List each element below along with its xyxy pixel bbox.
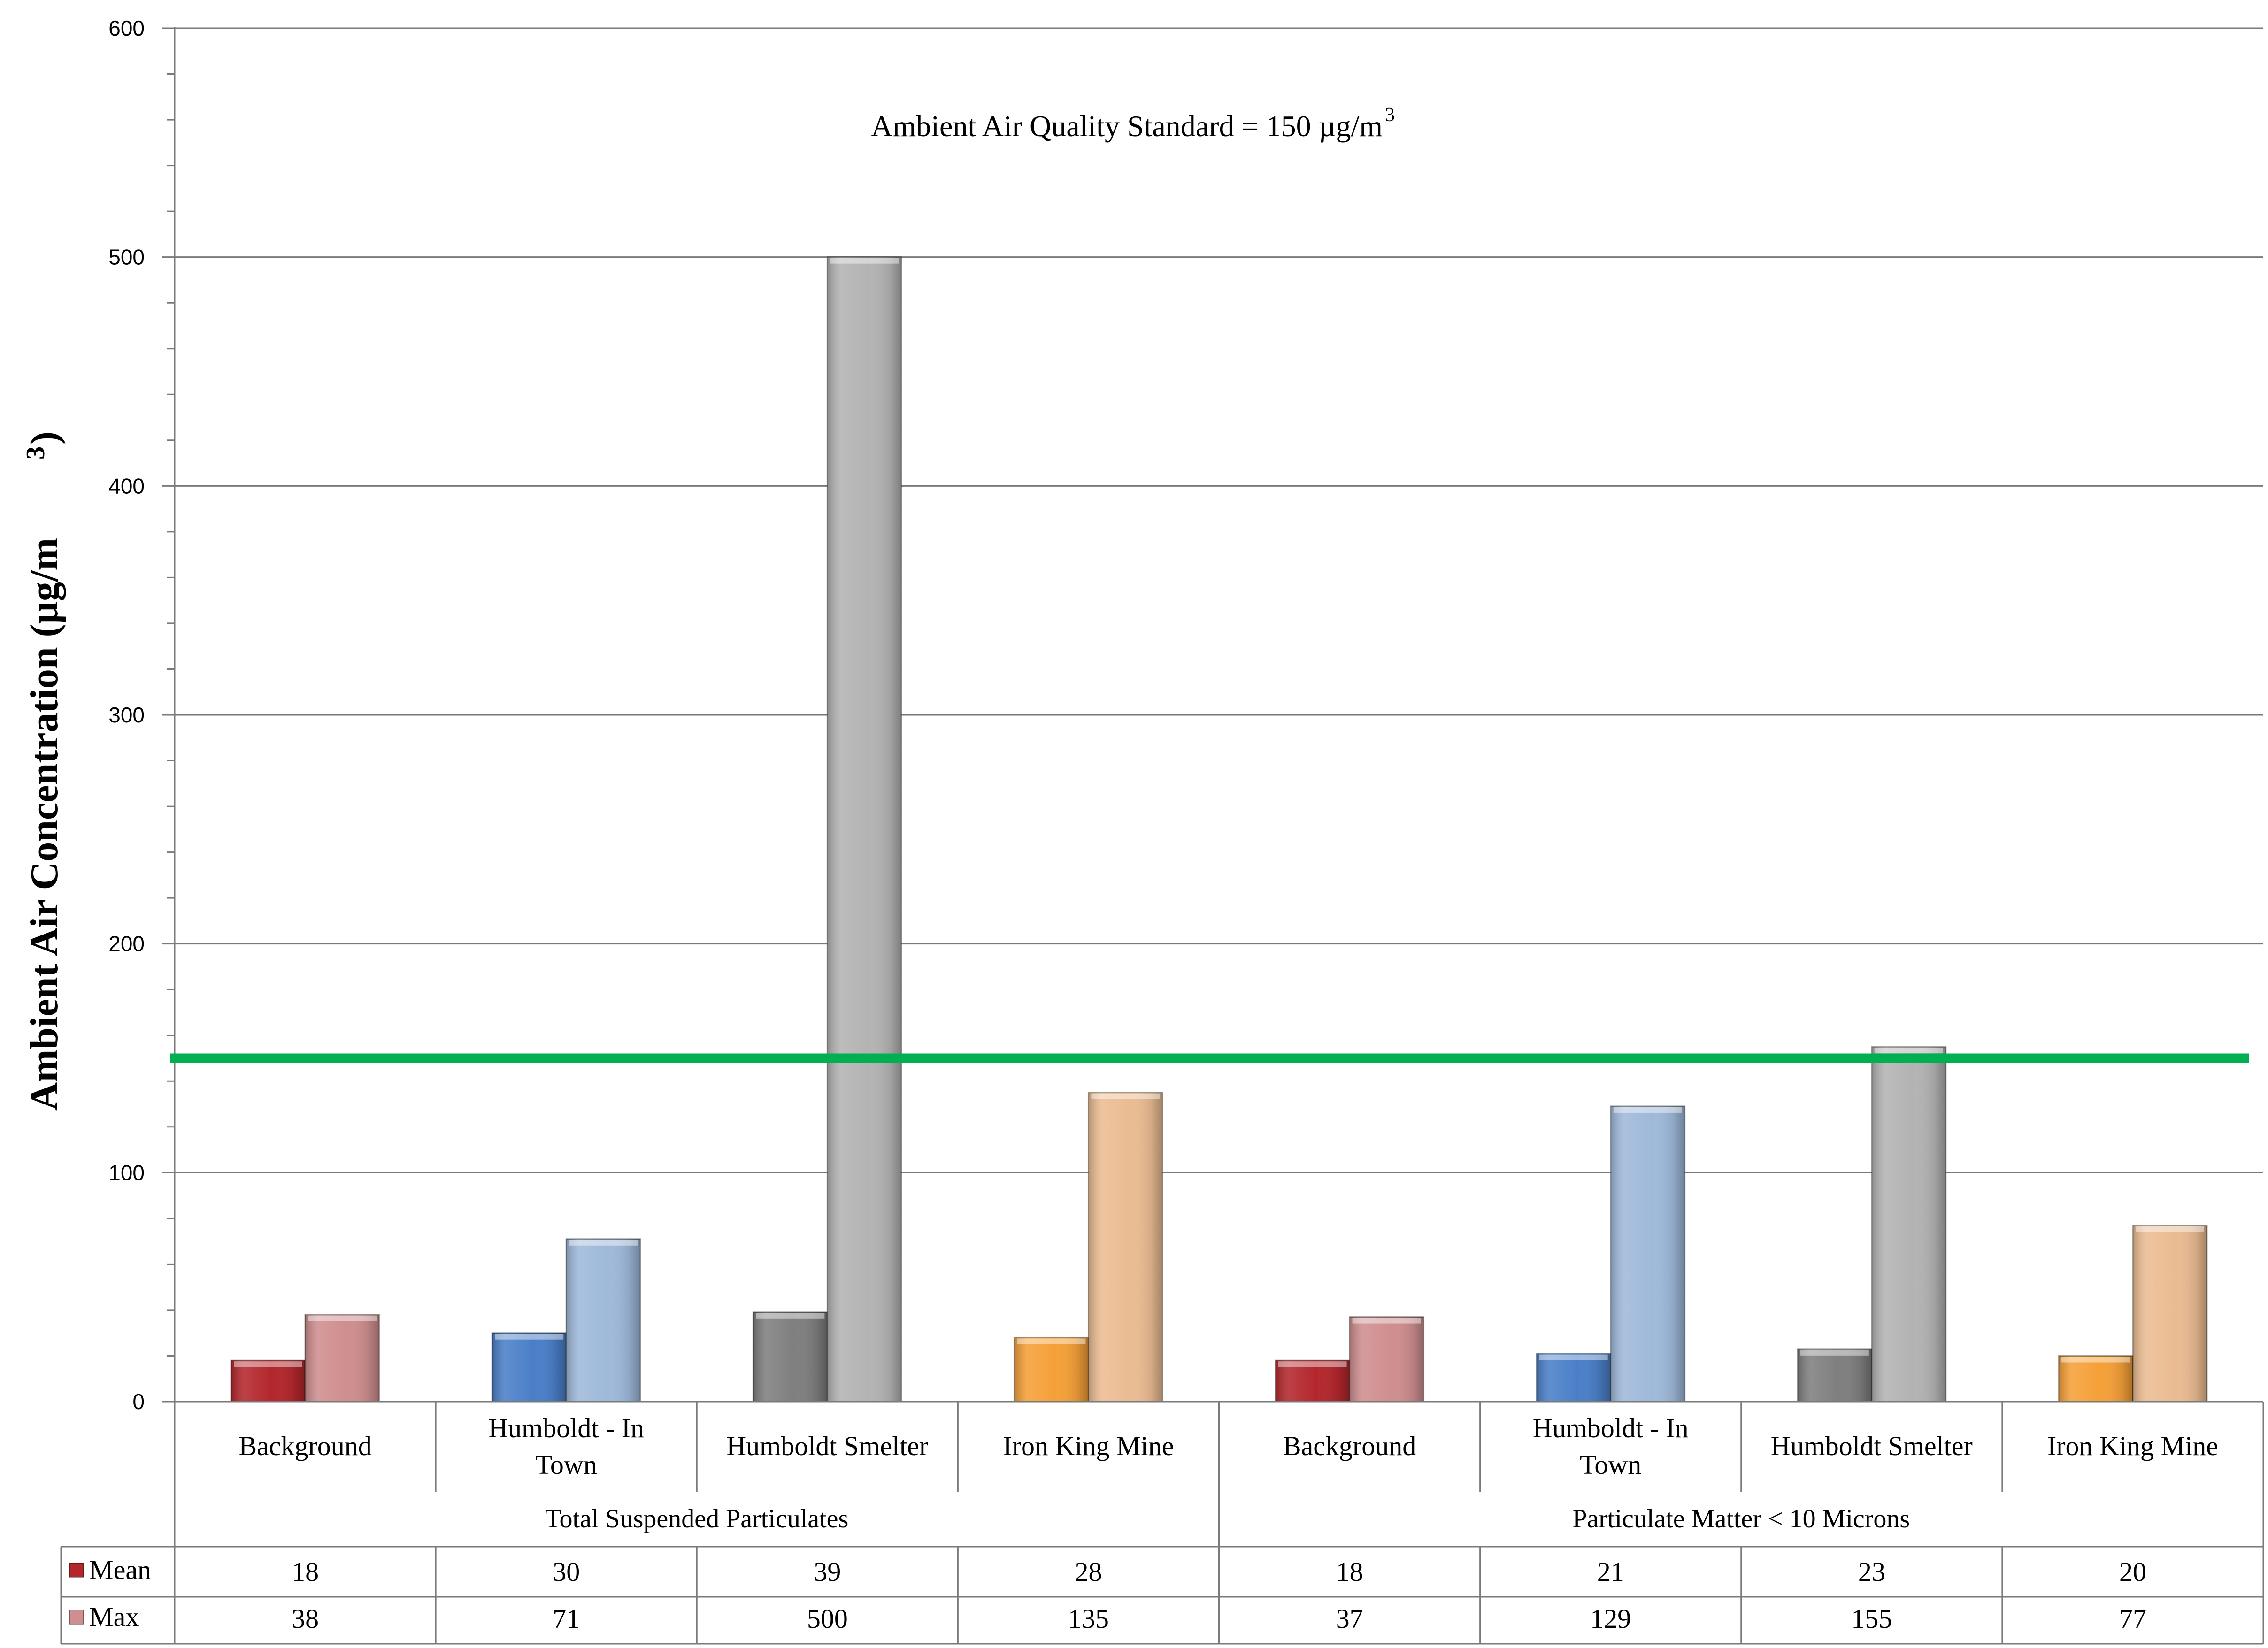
- bar-max-shading: [566, 1239, 641, 1402]
- data-label-mean: 18: [292, 1556, 319, 1587]
- bar-mean-shading: [1275, 1360, 1350, 1402]
- data-label-mean: 18: [1336, 1556, 1363, 1587]
- bar-mean-shading: [1797, 1349, 1872, 1402]
- data-label-max: 500: [807, 1603, 848, 1634]
- annotation-group: Ambient Air Quality Standard = 150 µg/m …: [871, 104, 1395, 143]
- bar-mean-shading: [1536, 1353, 1611, 1402]
- data-label-max: 37: [1336, 1603, 1363, 1634]
- data-label-mean: 30: [553, 1556, 580, 1587]
- bar-max-shading: [2132, 1225, 2207, 1402]
- legend-swatch-mean: [69, 1563, 84, 1578]
- bar-mean-shading: [1014, 1337, 1089, 1402]
- x-group-label: Particulate Matter < 10 Microns: [1572, 1504, 1910, 1533]
- legend-label-max: Max: [89, 1602, 139, 1632]
- data-label-max: 77: [2119, 1603, 2146, 1634]
- bar-mean-cap: [234, 1361, 303, 1367]
- bar-max-cap: [1091, 1093, 1160, 1099]
- bar-mean-cap: [495, 1334, 564, 1340]
- bar-mean-cap: [1539, 1354, 1608, 1360]
- y-tick-label: 200: [108, 932, 145, 956]
- x-category-label: Background: [238, 1431, 372, 1461]
- bar-mean-shading: [2058, 1356, 2133, 1402]
- x-category-label: Iron King Mine: [2047, 1431, 2218, 1461]
- x-category-label: Background: [1283, 1431, 1416, 1461]
- data-label-mean: 21: [1597, 1556, 1624, 1587]
- bar-mean-cap: [1278, 1361, 1347, 1367]
- y-axis-label: Ambient Air Concentration (µg/m: [23, 538, 66, 1111]
- data-label-mean: 28: [1075, 1556, 1102, 1587]
- data-label-max: 71: [553, 1603, 580, 1634]
- bar-mean-cap: [2061, 1357, 2130, 1363]
- bar-mean-cap: [756, 1313, 825, 1319]
- bar-mean-shading: [231, 1360, 306, 1402]
- x-category-label: Humboldt Smelter: [726, 1431, 928, 1461]
- bar-max-shading: [827, 257, 902, 1402]
- data-label-max: 38: [292, 1603, 319, 1634]
- data-label-max: 135: [1068, 1603, 1109, 1634]
- bar-max-cap: [1874, 1048, 1943, 1054]
- bar-max-shading: [1610, 1106, 1685, 1402]
- bar-max-shading: [1349, 1317, 1424, 1402]
- bars: [230, 256, 2208, 1403]
- annotation-superscript: 3: [1385, 104, 1395, 126]
- legend-label-mean: Mean: [89, 1555, 151, 1585]
- y-tick-label: 400: [108, 474, 145, 498]
- x-category-label: Humboldt - In Town: [1533, 1413, 1689, 1480]
- y-axis: 0 100 200 300 400 500 600: [108, 16, 176, 1414]
- bar-mean-cap: [1017, 1338, 1086, 1344]
- bar-max-shading: [1871, 1047, 1946, 1402]
- data-label-max: 155: [1851, 1603, 1892, 1634]
- x-category-label: Iron King Mine: [1003, 1431, 1174, 1461]
- legend-swatch-max: [69, 1610, 84, 1625]
- bar-mean-shading: [753, 1312, 828, 1402]
- bar-max-cap: [569, 1240, 638, 1246]
- y-tick-label: 300: [108, 703, 145, 727]
- x-category-label: Humboldt - In Town: [488, 1413, 644, 1480]
- data-label-max: 129: [1590, 1603, 1631, 1634]
- bar-max-cap: [2135, 1226, 2204, 1232]
- bar-max-shading: [1088, 1092, 1163, 1402]
- bar-max-shading: [305, 1314, 380, 1402]
- bar-mean-cap: [1800, 1349, 1869, 1356]
- y-tick-label: 0: [132, 1389, 145, 1414]
- bar-max-cap: [1352, 1318, 1421, 1324]
- y-axis-label-close: ): [23, 431, 66, 445]
- y-tick-label: 100: [108, 1160, 145, 1185]
- y-tick-label: 500: [108, 245, 145, 269]
- gridlines: [175, 27, 2263, 1173]
- data-table: Background Humboldt - In Town Humboldt Smel…: [60, 1401, 2264, 1645]
- annotation-text: Ambient Air Quality Standard = 150 µg/m: [871, 109, 1383, 143]
- y-tick-label: 600: [108, 16, 145, 40]
- data-label-mean: 20: [2119, 1556, 2146, 1587]
- data-label-mean: 39: [814, 1556, 841, 1587]
- bar-max-cap: [1613, 1107, 1682, 1113]
- y-axis-label-superscript: 3: [21, 446, 50, 460]
- bar-mean-shading: [492, 1333, 567, 1402]
- bar-max-cap: [308, 1315, 377, 1321]
- data-label-mean: 23: [1858, 1556, 1885, 1587]
- y-axis-title: Ambient Air Concentration (µg/m 3 ): [21, 431, 66, 1111]
- bar-max-cap: [830, 258, 899, 264]
- x-group-label: Total Suspended Particulates: [545, 1504, 848, 1533]
- x-category-label: Humboldt Smelter: [1771, 1431, 1973, 1461]
